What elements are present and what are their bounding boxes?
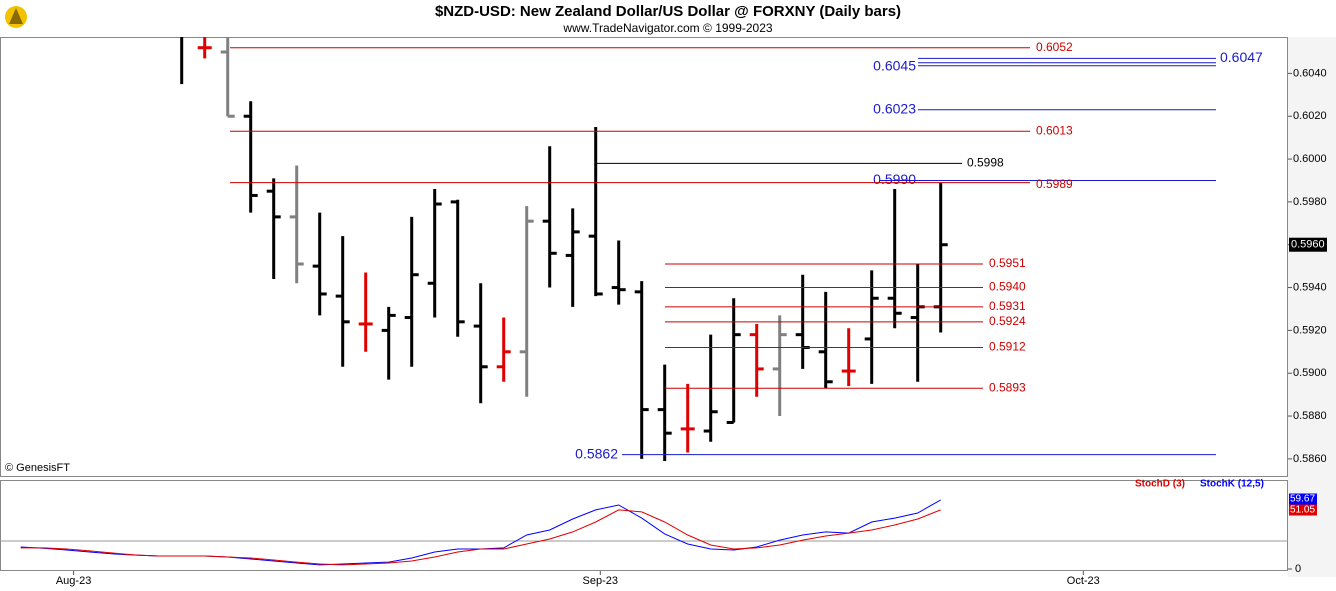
- level-label: 0.5912: [989, 340, 1026, 354]
- last-price-box: [1289, 237, 1327, 252]
- legend-entry: StochK (12,5): [1200, 479, 1264, 490]
- x-tick-label: Sep-23: [583, 575, 618, 587]
- overlay: 0.5860 0.5880 0.5900 0.5920 0.5940 0.5960 0.59…: [20, 40, 1327, 587]
- level-label: 0.6023: [873, 101, 916, 117]
- value-box: [1289, 493, 1317, 505]
- level-label: 0.6052: [1036, 40, 1073, 54]
- price-plot: [180, 37, 948, 462]
- right-axis-area: [1288, 37, 1336, 577]
- level-label: 0.6013: [1036, 123, 1073, 137]
- y-tick-label: 0.6040: [1293, 67, 1327, 79]
- level-label: 0.5862: [575, 445, 618, 461]
- level-label: 0.5893: [989, 380, 1026, 394]
- y-tick-label: 0.5920: [1293, 324, 1327, 336]
- y-tick-label: 0.5860: [1293, 453, 1327, 465]
- level-label: 0.6045: [873, 57, 916, 73]
- value-box: [1289, 504, 1317, 516]
- stoch-panel-frame: [0, 480, 1288, 571]
- value-label: 59.67: [1290, 494, 1315, 505]
- stoch-line: [20, 509, 941, 566]
- y-tick-label: 0.5900: [1293, 367, 1327, 379]
- main-panel-frame: [0, 37, 1288, 477]
- y-tick-label: 0: [1295, 563, 1301, 575]
- y-tick-label: 0.5980: [1293, 196, 1327, 208]
- level-label: 0.5951: [989, 256, 1026, 270]
- y-tick-label: 0.5940: [1293, 281, 1327, 293]
- level-label: 0.5924: [989, 314, 1026, 328]
- x-tick-label: Aug-23: [56, 575, 91, 587]
- level-label: 0.5940: [989, 280, 1026, 294]
- legend-entry: StochD (3): [1135, 479, 1185, 490]
- last-price-label: 0.5960: [1291, 239, 1325, 251]
- x-tick-label: Oct-23: [1067, 575, 1100, 587]
- y-tick-label: 0.6020: [1293, 110, 1327, 122]
- level-label: 0.5989: [1036, 177, 1073, 191]
- level-label: 0.5998: [967, 156, 1004, 170]
- value-label: 51.05: [1290, 505, 1315, 516]
- level-label: 0.5931: [989, 299, 1026, 313]
- chart-subtitle: www.TradeNavigator.com © 1999-2023: [562, 21, 772, 35]
- chart-title: $NZD-USD: New Zealand Dollar/US Dollar @…: [435, 3, 901, 20]
- y-tick-label: 0.5880: [1293, 410, 1327, 422]
- logo: [5, 6, 27, 28]
- level-label: 0.5990: [873, 171, 916, 187]
- level-label: 0.6047: [1220, 49, 1263, 65]
- y-tick-label: 0.6000: [1293, 153, 1327, 165]
- watermark: © GenesisFT: [5, 462, 70, 474]
